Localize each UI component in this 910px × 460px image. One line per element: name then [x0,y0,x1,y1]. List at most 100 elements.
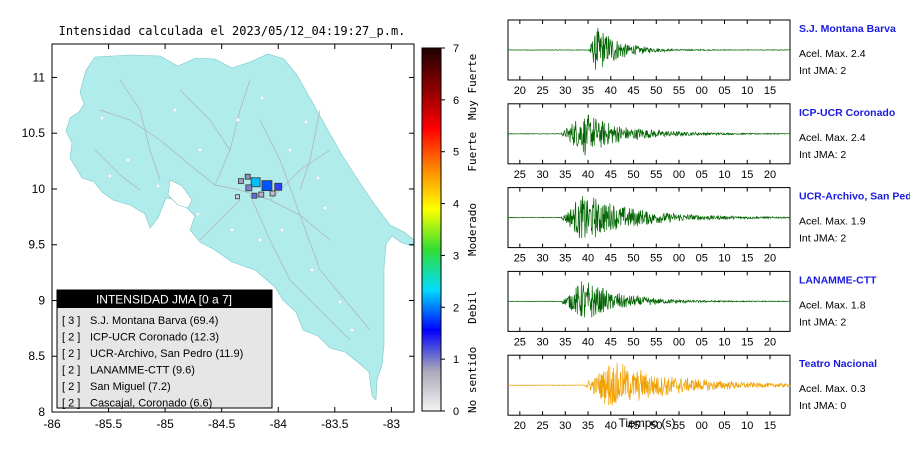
colorbar-tick-label: 3 [453,250,459,262]
trace-acel-max: Acel. Max. 1.8 [799,299,866,311]
legend-entries: [ 3 ] S.J. Montana Barva (69.4) [ 2 ] ICP-U… [62,315,243,410]
lon-tick-label: -85.5 [95,417,123,431]
town-markers [100,96,354,332]
town-dot [108,174,112,178]
legend-box [56,289,273,409]
time-tick-label: 40 [605,85,617,97]
waveform-line [507,196,791,239]
colorbar-level-label: Moderado [466,203,479,256]
time-tick-label: 20 [514,420,526,432]
station-marker [235,194,240,200]
time-tick-label: 05 [696,253,708,265]
time-tick-label: 20 [764,253,776,265]
time-tick-label: 55 [650,253,662,265]
colorbar-level-label: Debil [466,291,479,324]
intensity-legend: INTENSIDAD JMA [0 a 7] [ 3 ] S.J. Montana… [56,289,273,410]
town-dot [338,300,342,304]
time-tick-label: 00 [696,85,708,97]
legend-intensity: [ 2 ] [62,365,80,377]
colorbar-level-label: Fuerte [466,132,479,172]
legend-header-bar [57,290,272,308]
time-tick-label: 15 [741,336,753,348]
time-tick-label: 35 [559,336,571,348]
town-dot [350,328,354,332]
town-dot [156,184,160,188]
time-tick-label: 35 [582,420,594,432]
trace-jma-intensity: Int JMA: 2 [799,316,846,328]
time-tick-label: 10 [741,420,753,432]
trace-jma-intensity: Int JMA: 2 [799,233,846,245]
time-tick-label: 05 [718,85,730,97]
x-axis-label: Tiempo (s) [619,416,676,430]
time-tick-label: 45 [627,85,639,97]
town-dot [316,176,320,180]
legend-station-label: S.J. Montana Barva (69.4) [90,315,218,327]
longitude-axis: -86 -85.5 -85 -84.5 -84 -83.5 -83 [43,44,400,431]
legend-station-label: UCR-Archivo, San Pedro (11.9) [90,348,243,360]
lon-tick-label: -86 [43,417,61,431]
legend-intensity: [ 2 ] [62,398,80,410]
town-dot [310,268,314,272]
station-marker [250,177,261,188]
colorbar-level-label: Muy Fuerte [466,54,479,120]
trace-panel: 25 30 35 40 45 50 55 00 05 10 15 20 UCR-Archivo, San… [507,187,910,265]
colorbar-tick-label: 7 [453,43,459,55]
gulf-of-nicoya [167,179,193,209]
road-network [94,79,371,341]
station-marker [274,182,283,191]
colorbar-tick-label: 1 [453,354,459,366]
time-tick-label: 55 [650,169,662,181]
colorbar-ticks: 7 6 5 4 3 2 1 0 [441,43,459,418]
lon-tick-label: -84.5 [208,417,236,431]
time-tick-label: 45 [605,336,617,348]
time-tick-label: 15 [741,169,753,181]
time-tick-label: 25 [536,85,548,97]
town-dot [236,118,240,122]
lat-tick-label: 11 [33,70,46,84]
trace-jma-intensity: Int JMA: 2 [799,149,846,161]
legend-intensity: [ 2 ] [62,332,80,344]
trace-jma-intensity: Int JMA: 0 [799,400,846,412]
station-marker [251,192,258,199]
time-tick-label: 05 [718,420,730,432]
lon-tick-label: -83 [383,417,401,431]
town-dot [323,206,327,210]
time-tick-label: 45 [605,253,617,265]
time-tick-label: 20 [514,85,526,97]
time-tick-label: 10 [718,336,730,348]
time-tick-label: 15 [741,253,753,265]
trace-panel: 25 30 35 40 45 50 55 00 05 10 15 20 ICP-UCR Coronado… [507,103,895,181]
time-tick-label: 25 [514,253,526,265]
time-tick-label: 30 [536,169,548,181]
legend-station-label: LANAMME-CTT (9.6) [90,365,195,377]
town-dot [100,116,104,120]
trace-panel: 20 25 30 35 40 45 50 55 00 05 10 15 Teatro Nacional A… [507,354,877,432]
trace-acel-max: Acel. Max. 2.4 [799,48,866,60]
trace-station-name: S.J. Montana Barva [799,23,896,35]
lat-tick-label: 9.5 [28,238,45,252]
time-tick-label: 45 [605,169,617,181]
town-dot [196,212,200,216]
colorbar-level-label: No sentido [466,347,479,413]
time-tick-label: 50 [627,169,639,181]
time-tick-label: 25 [536,420,548,432]
station-marker [269,190,276,197]
time-tick-label: 35 [559,253,571,265]
legend-station-label: ICP-UCR Coronado (12.3) [90,332,219,344]
colorbar-gradient [421,47,442,412]
trace-acel-max: Acel. Max. 0.3 [799,383,866,395]
legend-station-label: Cascajal, Coronado (6.6) [90,398,212,410]
station-marker [258,191,265,198]
time-tick-label: 00 [673,336,685,348]
map-frame [51,43,415,413]
time-tick-label: 50 [627,253,639,265]
legend-header: INTENSIDAD JMA [0 a 7] [96,293,232,307]
town-dot [198,148,202,152]
seismogram-traces: 20 25 30 35 40 45 50 55 00 05 10 15 S.J. Montana Bar… [507,19,910,432]
time-tick-label: 10 [718,253,730,265]
trace-station-name: Teatro Nacional [799,358,877,370]
time-tick-label: 40 [605,420,617,432]
time-tick-label: 30 [559,420,571,432]
time-tick-label: 50 [627,336,639,348]
station-marker [245,184,253,192]
